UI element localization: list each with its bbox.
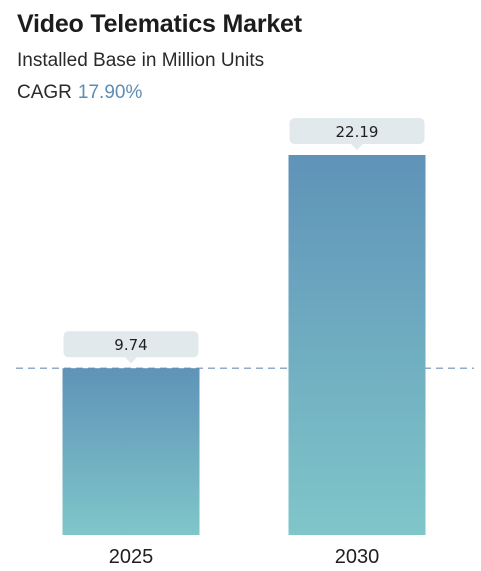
cagr-line: CAGR 17.90% [17, 82, 142, 104]
data-label-box-2030 [289, 118, 425, 144]
data-label-2025: 9.74 [114, 336, 147, 354]
data-label-box-2025 [63, 331, 199, 358]
data-label-pointer-2025 [125, 357, 137, 364]
bar-2025 [62, 368, 200, 535]
bar-2030 [288, 155, 426, 535]
cagr-label: CAGR [17, 82, 72, 103]
data-label-2030: 22.19 [336, 123, 379, 141]
chart-subtitle: Installed Base in Million Units [17, 50, 265, 71]
chart-title: Video Telematics Market [17, 10, 302, 38]
cagr-value: 17.90% [77, 82, 143, 103]
data-label-pointer-2030 [351, 144, 363, 150]
x-tick-label-2030: 2030 [335, 546, 380, 568]
x-tick-label-2025: 2025 [109, 546, 154, 568]
